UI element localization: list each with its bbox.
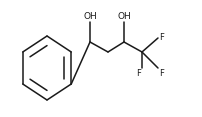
Text: F: F (159, 69, 164, 78)
Text: OH: OH (83, 12, 97, 21)
Text: F: F (136, 69, 141, 78)
Text: OH: OH (117, 12, 131, 21)
Text: F: F (159, 33, 164, 42)
